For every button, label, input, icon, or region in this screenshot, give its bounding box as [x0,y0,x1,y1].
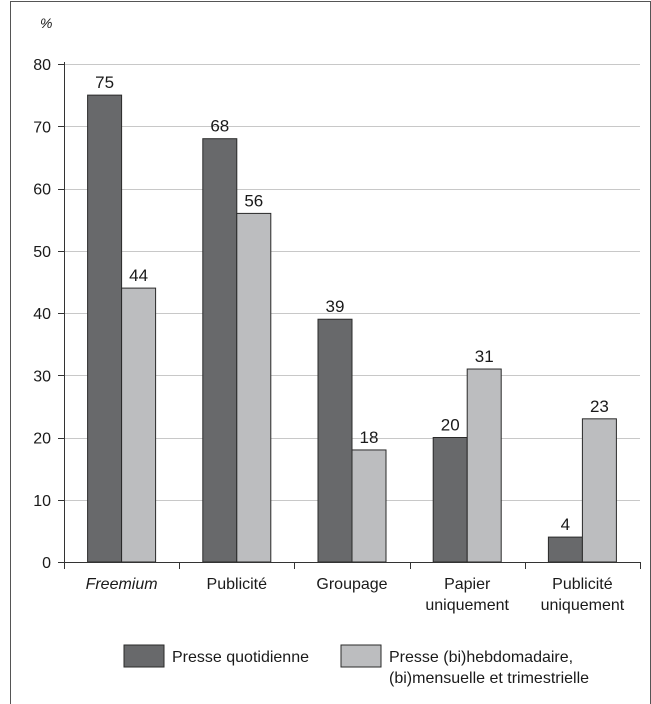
legend-swatch [123,644,165,668]
data-label: 31 [475,347,494,366]
x-category-label: Papier uniquement [425,576,509,614]
x-axis-category-labels: Freemium Publicité Groupage Papier uniquemen… [86,576,625,614]
bar-hebdomadaire [581,418,617,563]
data-label: 56 [244,191,263,210]
bar-hebdomadaire [121,287,157,563]
bar-quotidienne [317,318,353,563]
y-axis-unit-label: % [40,15,52,31]
legend: Presse quotidienne Presse (bi)hebdomadair… [123,644,589,687]
y-tick-label: 10 [33,493,51,510]
x-category-label: Publicité [207,576,268,593]
y-tick-label: 40 [33,306,51,323]
data-label: 20 [441,416,460,435]
y-tick-label: 70 [33,119,51,136]
x-category-label: Freemium [86,576,158,593]
bar-quotidienne [87,94,123,563]
data-label: 68 [210,117,229,136]
y-tick-label: 60 [33,182,51,199]
bar-hebdomadaire [236,212,272,563]
bar-hebdomadaire [351,449,387,563]
data-label: 18 [360,428,379,447]
data-label: 75 [95,73,114,92]
data-label: 39 [326,297,345,316]
axes [64,62,641,569]
legend-swatch [340,644,382,668]
data-label: 23 [590,397,609,416]
y-axis-ticks: 0 10 20 30 40 50 60 70 80 [33,57,64,572]
data-labels: 75 44 68 56 39 18 20 31 4 23 [95,73,609,534]
y-tick-label: 0 [42,555,51,572]
x-category-label: Groupage [316,576,387,593]
bar-quotidienne [202,138,238,563]
legend-label: Presse quotidienne [172,649,309,666]
bar-quotidienne [547,536,583,563]
y-tick-label: 30 [33,368,51,385]
y-tick-label: 20 [33,431,51,448]
data-label: 44 [129,266,148,285]
legend-label: Presse (bi)hebdomadaire, (bi)mensuelle et… [389,649,589,687]
bar-quotidienne [432,437,468,563]
bar-hebdomadaire [466,368,502,563]
bars [87,94,617,563]
x-category-label: Publicité uniquement [541,576,625,614]
data-label: 4 [561,515,570,534]
y-tick-label: 80 [33,57,51,74]
y-tick-label: 50 [33,244,51,261]
gridlines [64,64,640,501]
